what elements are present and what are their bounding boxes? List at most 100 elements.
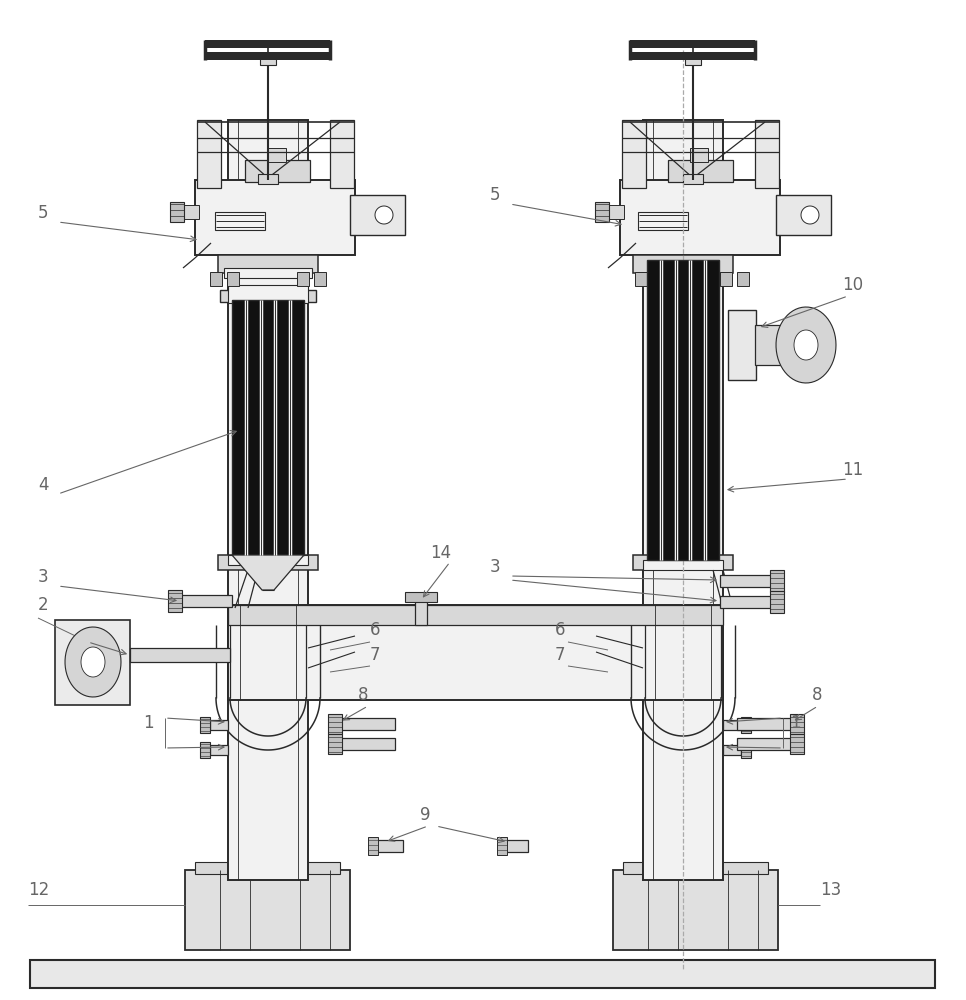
Bar xyxy=(668,160,733,182)
Bar xyxy=(195,180,355,255)
Bar xyxy=(268,148,286,162)
Text: 5: 5 xyxy=(38,204,48,222)
Polygon shape xyxy=(801,206,819,224)
Bar xyxy=(197,120,221,188)
Polygon shape xyxy=(375,206,393,224)
Bar xyxy=(755,325,783,365)
Text: 6: 6 xyxy=(555,621,565,639)
Bar xyxy=(375,840,403,852)
Polygon shape xyxy=(630,40,755,48)
Bar xyxy=(633,255,733,273)
Bar xyxy=(218,255,318,273)
Text: 6: 6 xyxy=(370,621,381,639)
Bar xyxy=(260,55,276,65)
Bar xyxy=(170,202,184,222)
Bar xyxy=(314,272,326,286)
Text: 8: 8 xyxy=(812,686,822,704)
Bar xyxy=(340,718,395,730)
Bar xyxy=(623,862,768,874)
Bar xyxy=(652,272,664,286)
Bar xyxy=(228,605,723,625)
Bar xyxy=(168,590,182,612)
Text: 9: 9 xyxy=(420,806,431,824)
Bar xyxy=(210,272,222,286)
Text: 10: 10 xyxy=(842,276,864,294)
Bar xyxy=(340,738,395,750)
Bar xyxy=(633,555,733,570)
Bar xyxy=(720,596,772,608)
Bar xyxy=(30,960,935,988)
Bar xyxy=(258,174,278,184)
Bar xyxy=(643,560,723,570)
Bar xyxy=(728,310,756,380)
Bar xyxy=(215,212,265,230)
Bar xyxy=(741,742,751,758)
Bar xyxy=(130,648,230,662)
Bar xyxy=(723,745,741,755)
Text: 11: 11 xyxy=(842,461,864,479)
Text: 1: 1 xyxy=(143,714,154,732)
Polygon shape xyxy=(205,40,330,48)
Bar xyxy=(622,120,646,188)
Bar xyxy=(228,605,723,700)
Bar xyxy=(737,718,792,730)
Bar xyxy=(328,714,342,734)
Text: 3: 3 xyxy=(38,568,48,586)
Bar xyxy=(330,120,354,188)
Polygon shape xyxy=(630,52,755,60)
Bar xyxy=(647,260,719,560)
Bar xyxy=(185,870,350,950)
Bar xyxy=(183,205,199,219)
Text: 14: 14 xyxy=(430,544,451,562)
Polygon shape xyxy=(776,307,836,383)
Text: 7: 7 xyxy=(370,646,381,664)
Bar xyxy=(755,120,779,188)
Bar xyxy=(790,714,804,734)
Polygon shape xyxy=(205,52,330,60)
Bar xyxy=(638,212,688,230)
Bar xyxy=(500,840,528,852)
Text: 8: 8 xyxy=(358,686,368,704)
Text: 1: 1 xyxy=(790,714,801,732)
Bar xyxy=(720,272,732,286)
Bar xyxy=(220,290,316,302)
Bar xyxy=(405,592,437,602)
Bar xyxy=(737,272,749,286)
Text: 12: 12 xyxy=(28,881,49,899)
Polygon shape xyxy=(81,647,105,677)
Bar xyxy=(608,205,624,219)
Bar xyxy=(232,300,304,555)
Bar xyxy=(690,148,708,162)
Bar xyxy=(228,555,308,565)
Text: 4: 4 xyxy=(38,476,48,494)
Polygon shape xyxy=(232,555,304,590)
Bar xyxy=(210,720,228,730)
Bar xyxy=(218,555,318,570)
Bar xyxy=(227,272,239,286)
Polygon shape xyxy=(65,627,121,697)
Bar xyxy=(595,202,609,222)
Bar xyxy=(195,862,340,874)
Bar xyxy=(297,272,309,286)
Bar xyxy=(723,720,741,730)
Bar xyxy=(613,870,778,950)
Bar xyxy=(635,248,731,260)
Bar xyxy=(328,734,342,754)
Bar xyxy=(200,742,210,758)
Bar xyxy=(776,195,831,235)
Text: 13: 13 xyxy=(820,881,841,899)
Bar xyxy=(685,55,701,65)
Bar xyxy=(180,595,232,607)
Bar xyxy=(210,745,228,755)
Bar xyxy=(683,174,703,184)
Bar xyxy=(415,597,427,625)
Bar xyxy=(228,285,308,303)
Text: 7: 7 xyxy=(555,646,565,664)
Bar xyxy=(790,734,804,754)
Bar xyxy=(224,268,312,278)
Text: 5: 5 xyxy=(490,186,500,204)
Polygon shape xyxy=(794,330,818,360)
Bar xyxy=(770,591,784,613)
Bar xyxy=(635,272,647,286)
Bar xyxy=(245,160,310,182)
